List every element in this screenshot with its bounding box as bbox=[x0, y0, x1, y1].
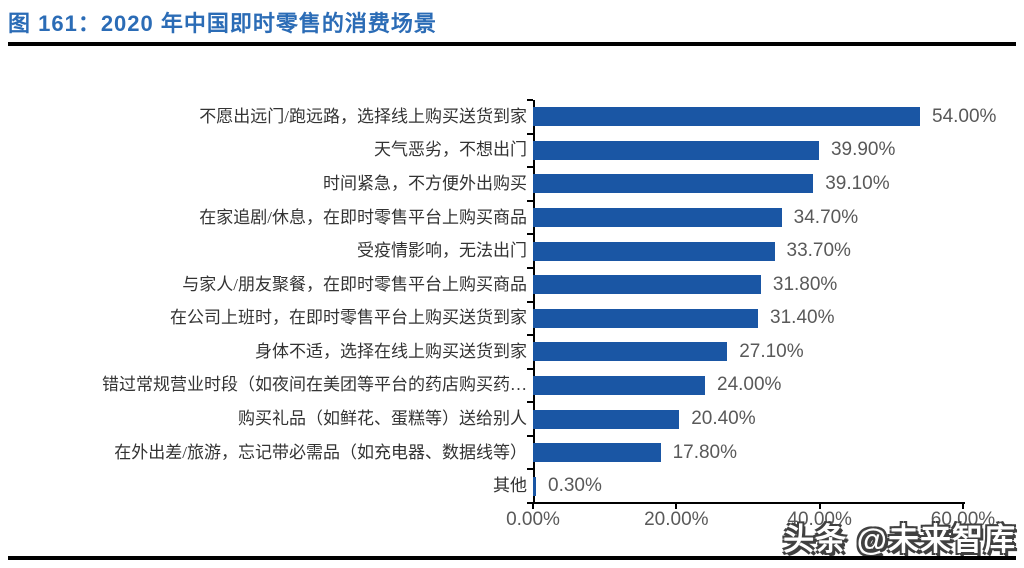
y-axis-tick bbox=[527, 434, 533, 437]
category-label: 错过常规营业时段（如夜间在美团等平台的药店购买药… bbox=[102, 375, 527, 395]
category-label: 时间紧急，不方便外出购买 bbox=[323, 173, 527, 193]
x-axis-tick-label: 60.00% bbox=[930, 509, 996, 530]
y-axis-line bbox=[533, 100, 535, 504]
category-label: 在外出差/旅游，忘记带必需品（如充电器、数据线等） bbox=[114, 442, 527, 462]
y-axis-tick bbox=[527, 367, 533, 370]
x-axis-tick bbox=[962, 502, 964, 509]
category-label: 身体不适，选择在线上购买送货到家 bbox=[255, 341, 527, 361]
figure-title: 图 161：2020 年中国即时零售的消费场景 bbox=[8, 11, 437, 36]
category-label: 受疫情影响，无法出门 bbox=[357, 241, 527, 261]
bar bbox=[533, 375, 705, 395]
x-axis-tick-label: 0.00% bbox=[506, 509, 560, 530]
value-label: 33.70% bbox=[786, 240, 851, 262]
y-axis-tick bbox=[527, 266, 533, 269]
value-label: 27.10% bbox=[739, 340, 804, 362]
value-label: 34.70% bbox=[793, 206, 859, 228]
category-label: 不愿出远门/跑远路，选择线上购买送货到家 bbox=[199, 106, 527, 126]
bar bbox=[533, 275, 761, 295]
value-label: 31.80% bbox=[772, 273, 838, 295]
bar bbox=[533, 174, 814, 194]
bar bbox=[533, 476, 536, 496]
bar bbox=[533, 140, 819, 160]
value-label: 24.00% bbox=[717, 374, 782, 396]
category-label: 在公司上班时，在即时零售平台上购买送货到家 bbox=[170, 308, 527, 328]
y-axis-tick bbox=[527, 300, 533, 303]
y-axis-tick bbox=[527, 233, 533, 236]
value-label: 31.40% bbox=[770, 307, 835, 329]
title-underline bbox=[8, 42, 1016, 46]
y-axis-tick bbox=[527, 502, 533, 504]
category-label: 在家追剧/休息，在即时零售平台上购买商品 bbox=[199, 207, 527, 227]
y-axis-tick bbox=[527, 199, 533, 202]
bar bbox=[533, 409, 680, 429]
category-label: 其他 bbox=[493, 476, 527, 496]
x-axis-tick bbox=[532, 502, 534, 509]
bar bbox=[533, 107, 920, 127]
y-axis-tick bbox=[527, 401, 533, 404]
value-label: 0.30% bbox=[548, 475, 602, 497]
y-axis-tick bbox=[527, 166, 533, 169]
x-axis-tick bbox=[818, 502, 821, 509]
x-axis-tick bbox=[675, 502, 678, 509]
x-axis-tick-label: 40.00% bbox=[787, 509, 852, 530]
category-label: 天气恶劣，不想出门 bbox=[374, 140, 527, 160]
value-label: 20.40% bbox=[691, 408, 756, 430]
y-axis-tick bbox=[527, 334, 533, 337]
y-axis-tick bbox=[527, 132, 533, 135]
bar bbox=[533, 308, 759, 328]
value-label: 17.80% bbox=[672, 441, 738, 463]
category-label: 与家人/朋友聚餐，在即时零售平台上购买商品 bbox=[182, 274, 527, 294]
value-label: 39.90% bbox=[830, 139, 896, 161]
x-axis-tick-label: 20.00% bbox=[644, 509, 709, 530]
value-label: 54.00% bbox=[932, 105, 997, 127]
y-axis-tick bbox=[527, 99, 533, 101]
bar bbox=[533, 443, 661, 463]
bar bbox=[533, 208, 782, 228]
value-label: 39.10% bbox=[825, 172, 890, 194]
bar bbox=[533, 342, 728, 362]
category-label: 购买礼品（如鲜花、蛋糕等）送给别人 bbox=[238, 409, 527, 429]
bottom-rule bbox=[8, 556, 1016, 560]
y-axis-tick bbox=[527, 468, 533, 471]
watermark: 头条 @未来智库 bbox=[783, 522, 1016, 557]
bar bbox=[533, 241, 775, 261]
x-axis-line bbox=[533, 502, 965, 504]
